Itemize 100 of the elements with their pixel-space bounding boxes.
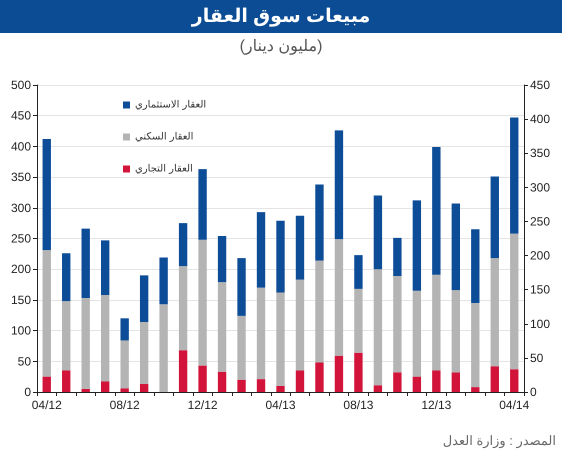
bar [62,301,70,371]
bar [82,388,90,392]
bar [315,260,324,363]
bar [178,223,188,266]
bar [315,362,324,392]
bar [374,196,382,270]
y2-tick-label: 450 [530,78,550,92]
y-tick-label: 150 [10,292,32,307]
bar [452,290,460,372]
y-tick-label: 100 [10,324,32,338]
y-tick-label: 300 [10,200,32,215]
bar [334,130,344,240]
x-tick-label: 08/12 [110,398,140,412]
y-tick-label: 450 [10,108,32,123]
legend-label: العقار التجاري [135,164,193,174]
y2-tick-label: 150 [530,282,550,297]
x-tick-label: 08/13 [343,398,374,412]
bar [42,376,51,392]
bar [354,255,363,289]
bar [82,228,90,298]
bar [100,294,110,382]
bar [218,282,226,372]
bar [198,240,207,366]
bar [82,298,90,389]
bar [296,216,304,280]
bar [256,288,266,380]
bar [412,290,422,377]
bar [198,169,207,240]
bar [256,379,266,392]
legend-label: العقار السكني [135,132,194,142]
bar [412,376,422,392]
y2-tick-label: 0 [530,385,537,399]
y2-tick-label: 300 [530,180,550,194]
y-tick-label: 200 [10,262,32,276]
y2-tick-label: 50 [530,350,544,365]
bar [159,258,168,304]
bar [393,276,402,372]
bar [490,366,499,392]
y2-tick-label: 350 [530,146,550,160]
bar [198,366,207,392]
bar [42,139,51,250]
chart-title: مبيعات سوق العقار [0,0,562,33]
bar [393,372,402,392]
bar [374,269,382,386]
bar [100,240,110,295]
bar [452,372,460,392]
text: المصدر : وزارة العدل [442,432,556,449]
bar [354,352,363,392]
y-tick-label: 500 [10,78,32,92]
bar [296,370,304,392]
bar [237,380,246,392]
bar [412,200,422,291]
x-tick-label: 12/12 [188,398,218,412]
bar [510,234,518,370]
bar [178,350,188,392]
bar [296,280,304,371]
y-tick-label: 350 [10,170,32,184]
bar [62,370,70,392]
bar [393,238,402,276]
bar [256,212,266,288]
bar [276,386,285,392]
bar [140,322,148,384]
bar [237,316,246,380]
y-tick-label: 50 [18,354,32,368]
bar [140,275,148,322]
bar [432,370,441,392]
bar [159,304,168,392]
bar [62,253,70,302]
x-tick-label: 04/14 [499,398,530,412]
bar [354,288,363,353]
bar [276,292,285,386]
bar [471,229,480,303]
y-tick-label: 400 [10,139,32,154]
bar [334,239,344,356]
x-tick-label: 04/12 [32,398,62,412]
bar [237,258,246,316]
bar [452,204,460,290]
bar [120,388,129,392]
y2-tick-label: 100 [530,316,550,331]
y2-tick-label: 250 [530,214,550,228]
chart-subtitle: (مليون دينار) [238,37,324,57]
legend-label: العقار الاستثماري [135,100,206,110]
bar [276,220,285,293]
y-tick-label: 0 [24,385,32,399]
bar [120,318,129,340]
bar [471,302,480,388]
y2-tick-label: 400 [530,112,550,126]
y-tick-label: 250 [10,232,32,246]
x-tick-label: 04/13 [265,398,296,412]
bar [42,250,51,377]
bar [140,384,148,392]
bar [178,266,188,350]
bar [490,176,499,258]
bar [490,258,499,366]
bar [100,382,110,392]
bar [510,118,518,234]
bar [432,147,441,275]
x-tick-label: 12/13 [421,398,452,412]
bar [510,369,518,392]
bar [218,372,226,392]
